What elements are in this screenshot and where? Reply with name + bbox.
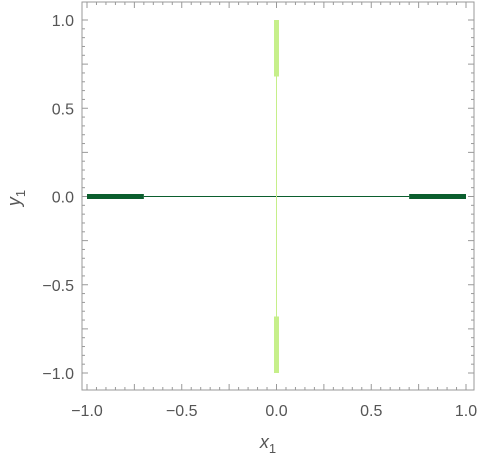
x-axis-label-sub: 1 xyxy=(269,441,276,456)
y-tick-label: 0.5 xyxy=(52,101,74,118)
y-tick-label: −1.0 xyxy=(42,366,74,383)
x-tick-label: 0.0 xyxy=(265,403,287,420)
y-axis-label-sub: 1 xyxy=(13,190,28,197)
x-tick-label: 0.5 xyxy=(360,403,382,420)
tick-labels: −1.0 −0.5 0.0 0.5 1.0 −1.0 −0.5 0.0 0.5 1.0 xyxy=(42,13,477,420)
y-tick-label: 0.0 xyxy=(52,190,74,207)
y-axis-label-base: y xyxy=(4,196,24,208)
x-tick-label: 1.0 xyxy=(455,403,477,420)
x-tick-label: −0.5 xyxy=(166,403,198,420)
x-axis-label-base: x xyxy=(259,432,270,452)
y-tick-label: 1.0 xyxy=(52,13,74,30)
tick-marks xyxy=(82,2,474,390)
y-tick-label: −0.5 xyxy=(42,278,74,295)
x-tick-label: −1.0 xyxy=(71,403,103,420)
series-layer xyxy=(87,20,466,373)
y-axis-label: y1 xyxy=(4,190,28,208)
x-axis-label: x1 xyxy=(259,432,276,456)
